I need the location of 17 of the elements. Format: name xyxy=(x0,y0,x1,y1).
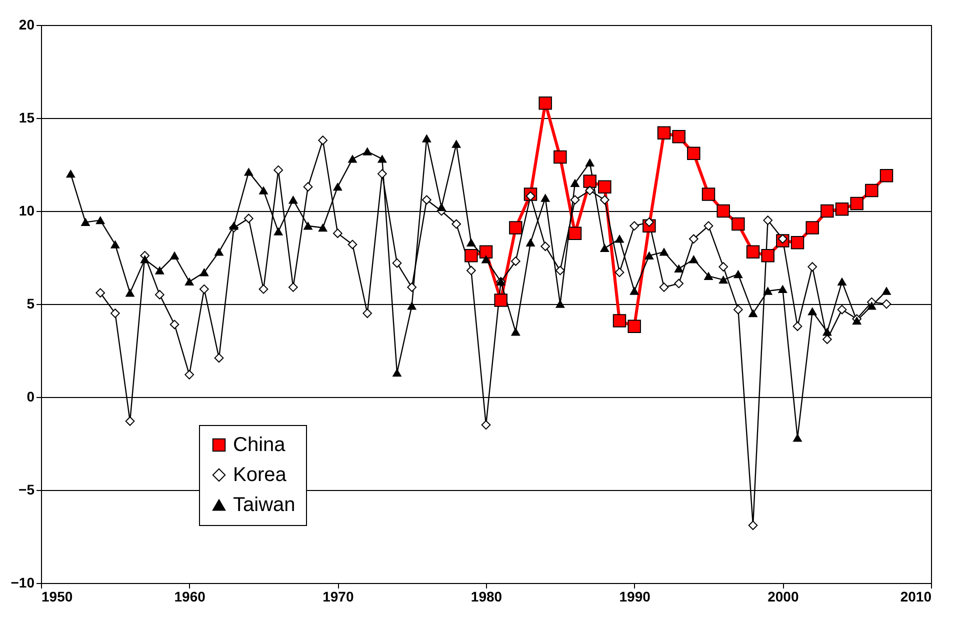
legend-label: Korea xyxy=(233,464,288,486)
legend-label: Taiwan xyxy=(233,494,296,516)
x-tick-label: 2010 xyxy=(900,588,932,604)
x-tick-label: 1970 xyxy=(322,588,354,604)
y-tick-label: 20 xyxy=(18,16,35,32)
y-tick-label: −10 xyxy=(10,574,35,590)
x-tick-label: 1960 xyxy=(174,588,206,604)
x-tick-label: 2000 xyxy=(768,588,799,604)
legend-label: China xyxy=(233,434,286,456)
y-tick-label: 0 xyxy=(26,388,35,404)
x-tick-label: 1990 xyxy=(619,588,651,604)
x-tick-label: 1950 xyxy=(42,588,73,604)
y-tick-label: −5 xyxy=(18,482,35,498)
y-tick-label: 10 xyxy=(18,202,35,218)
y-tick-label: 5 xyxy=(26,296,35,312)
x-tick-label: 1980 xyxy=(470,588,502,604)
y-tick-label: 15 xyxy=(18,110,35,126)
